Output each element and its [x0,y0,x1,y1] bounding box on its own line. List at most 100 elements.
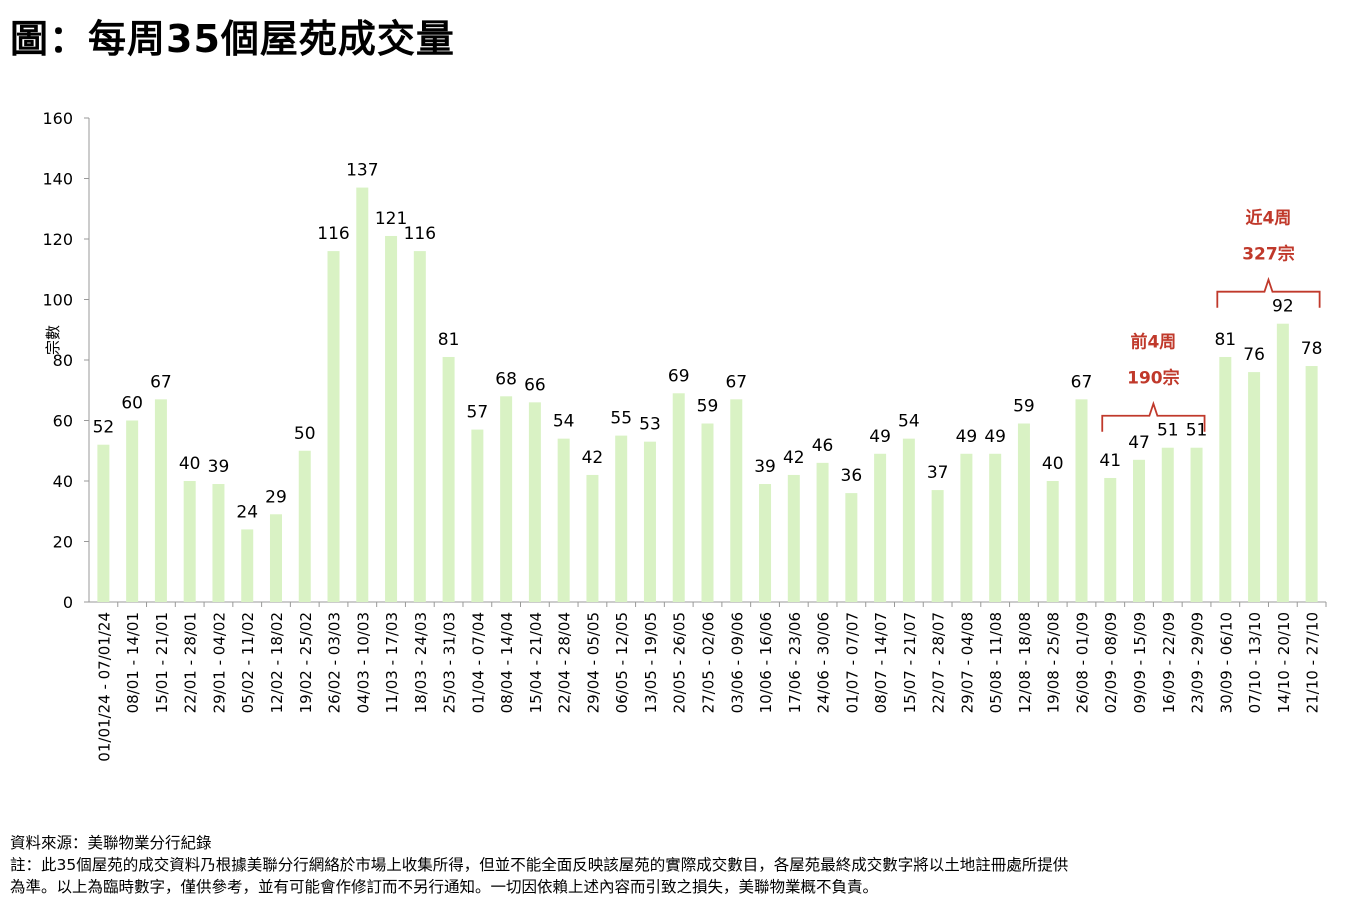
annotation-label-total: 190宗 [1127,368,1180,389]
bar [615,435,628,602]
bar-value-label: 37 [927,463,949,483]
bar [902,438,915,602]
x-tick-label: 05/02 - 11/02 [239,612,257,713]
bar-value-label: 39 [208,457,230,477]
y-tick-label: 160 [42,109,73,128]
bar [212,484,225,602]
bar-value-label: 39 [754,457,776,477]
bar [874,453,887,602]
bar [787,474,800,602]
x-tick-label: 07/10 - 13/10 [1246,612,1264,713]
x-tick-label: 22/04 - 28/04 [556,612,574,713]
y-tick-label: 100 [42,291,73,310]
bar [97,444,110,602]
bar [385,235,398,602]
bar-value-label: 68 [495,369,517,389]
x-tick-label: 23/09 - 29/09 [1189,612,1207,713]
y-tick-label: 60 [53,412,73,431]
bar-value-label: 49 [956,427,978,447]
x-tick-label: 10/06 - 16/06 [757,612,775,713]
bar [269,514,282,602]
bar [241,529,254,602]
annotation-label-period: 近4周 [1246,208,1292,229]
bar [931,490,944,602]
bar [154,399,167,602]
annotation-label-total: 327宗 [1242,244,1295,265]
bar-value-label: 67 [1071,372,1093,392]
x-tick-label: 19/02 - 25/02 [297,612,315,713]
y-tick-label: 0 [63,593,73,612]
bar [1133,459,1146,602]
bar [471,429,484,602]
x-tick-label: 13/05 - 19/05 [642,612,660,713]
x-tick-label: 08/01 - 14/01 [124,612,142,713]
bar-value-label: 53 [639,415,661,435]
x-tick-label: 15/07 - 21/07 [901,612,919,713]
x-tick-label: 29/04 - 05/05 [584,612,602,713]
x-tick-label: 21/10 - 27/10 [1304,612,1322,713]
bar-value-label: 49 [869,427,891,447]
x-tick-label: 26/08 - 01/09 [1073,612,1091,713]
bar-value-label: 40 [179,454,201,474]
bar-value-label: 42 [582,448,604,468]
bar-value-label: 36 [841,466,863,486]
bar [1104,477,1117,602]
annotation-label-period: 前4周 [1130,332,1176,353]
x-tick-label: 01/04 - 07/04 [469,612,487,713]
bar-value-label: 59 [697,397,719,417]
bar [759,484,772,602]
bar-value-label: 67 [725,372,747,392]
x-tick-label: 01/07 - 07/07 [843,612,861,713]
bar-value-label: 54 [553,412,575,432]
bar [960,453,973,602]
bar [1219,356,1232,602]
bar [672,393,685,602]
x-tick-label: 17/06 - 23/06 [786,612,804,713]
bar-value-label: 92 [1272,297,1294,317]
bar [356,187,369,602]
bar-value-label: 81 [438,330,460,350]
bar-value-label: 50 [294,424,316,444]
disclaimer-line-2: 為準。以上為臨時數字，僅供參考，並有可能會作修訂而不另行通知。一切因依賴上述內容… [10,878,879,896]
x-tick-label: 22/01 - 28/01 [182,612,200,713]
bar-value-label: 116 [404,224,436,244]
bar-value-label: 116 [317,224,349,244]
bar-chart: 0 20 40 60 80 100 120 140 160 宗數 52 01/01/24 - 07/0… [42,109,1327,762]
x-tick-label: 24/06 - 30/06 [815,612,833,713]
x-tick-label: 15/01 - 21/01 [153,612,171,713]
source-note: 資料來源：美聯物業分行紀錄 [10,834,212,852]
x-tick-label: 26/02 - 03/03 [326,612,344,713]
x-tick-label: 09/09 - 15/09 [1131,612,1149,713]
bar [1017,423,1030,602]
x-tick-label: 01/01/24 - 07/01/24 [95,612,113,762]
bar-value-label: 60 [121,394,143,414]
bar [557,438,570,602]
x-tick-label: 20/05 - 26/05 [671,612,689,713]
annotation-bracket [1101,400,1206,432]
x-tick-label: 30/09 - 06/10 [1217,612,1235,713]
x-tick-label: 05/08 - 11/08 [987,612,1005,713]
x-tick-label: 19/08 - 25/08 [1045,612,1063,713]
bar [845,493,858,602]
bar [1046,481,1059,602]
bar [327,251,340,602]
x-tick-label: 02/09 - 08/09 [1102,612,1120,713]
bar [1190,447,1203,602]
bar-value-label: 76 [1243,345,1265,365]
bar [298,450,311,602]
bar [1161,447,1174,602]
x-tick-label: 16/09 - 22/09 [1160,612,1178,713]
x-tick-label: 08/04 - 14/04 [498,612,516,713]
bar [1276,323,1289,602]
bar [1248,372,1261,602]
bar-value-label: 121 [375,209,407,229]
bar-value-label: 67 [150,372,172,392]
disclaimer-line-1: 註：此35個屋苑的成交資料乃根據美聯分行網絡於市場上收集所得，但並不能全面反映該… [10,856,1069,874]
bar [413,251,426,602]
bar [500,396,513,602]
x-tick-label: 29/07 - 04/08 [958,612,976,713]
bar [816,462,829,602]
y-axis-title: 宗數 [44,325,62,355]
x-tick-label: 11/03 - 17/03 [383,612,401,713]
x-tick-label: 14/10 - 20/10 [1275,612,1293,713]
